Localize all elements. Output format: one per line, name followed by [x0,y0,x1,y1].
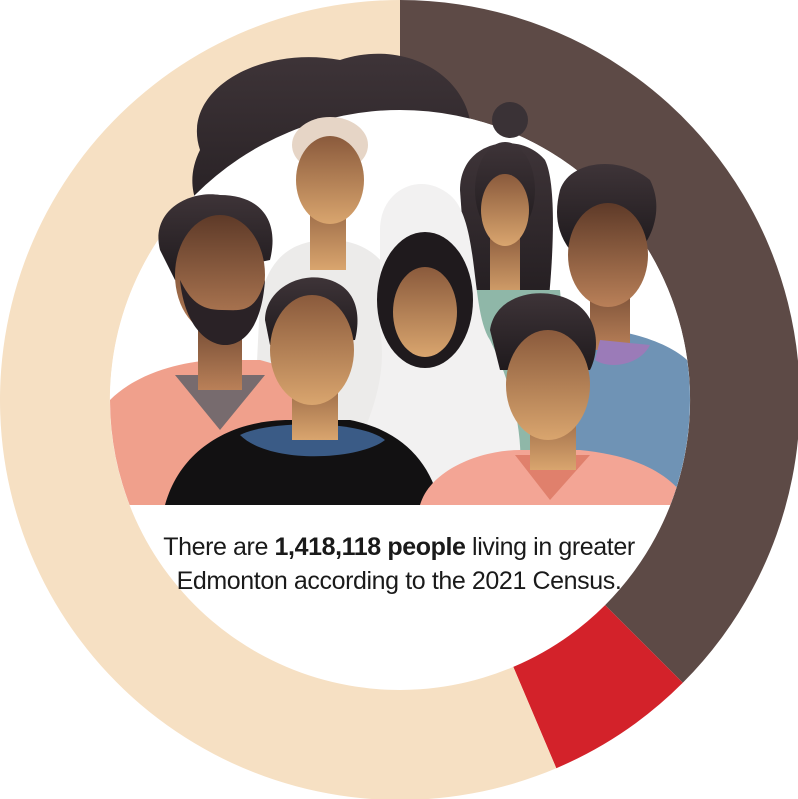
caption-text: living in greater Edmonton according to … [176,533,636,595]
caption-text: There are [163,533,268,561]
illustration [110,53,690,505]
caption: There are 1,418,118 people living in gre… [159,530,639,598]
caption-highlight: 1,418,118 people [274,533,466,561]
